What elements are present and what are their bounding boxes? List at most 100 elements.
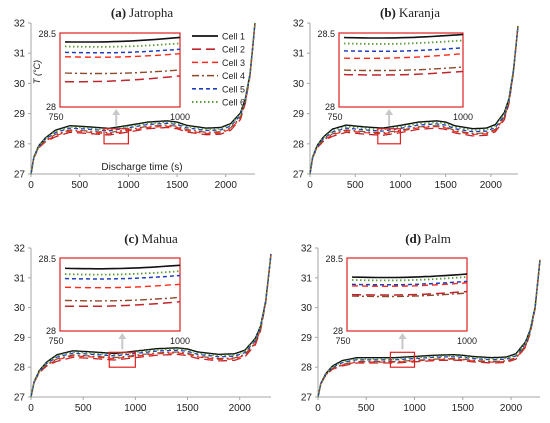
panel-mahua: (c) Mahua 27 28 29 30 31 32 0 500 1000 1500 2000 28.5… [14, 231, 272, 414]
y-tick-label: 27 [301, 393, 313, 404]
y-tick-label: 32 [14, 244, 26, 255]
series-line-cell-5 [309, 25, 519, 175]
panel-letter: (b) [380, 5, 396, 20]
zoom-arrow-head [385, 109, 394, 115]
series-line-cell-4 [30, 253, 272, 398]
series-line-cell-2 [309, 25, 519, 175]
series-line-cell-1 [30, 253, 272, 398]
inset-x-tick-label: 750 [48, 112, 63, 122]
inset-series-line [351, 290, 468, 296]
inset-series-line [343, 47, 464, 53]
series-line-cell-1 [309, 25, 519, 175]
inset-y-tick-label: 28 [333, 326, 343, 336]
inset-series-line [65, 301, 181, 308]
panel-name: Karanja [399, 5, 440, 20]
panel-title: (d) Palm [405, 231, 451, 246]
inset-y-tick-label: 28 [46, 102, 56, 112]
y-tick-label: 30 [301, 303, 313, 314]
panel-letter: (c) [124, 231, 138, 246]
panel-letter: (d) [405, 231, 421, 246]
series-line-cell-5 [317, 259, 541, 398]
y-tick-label: 31 [293, 49, 305, 60]
series-line-cell-3 [30, 22, 256, 175]
y-tick-label: 29 [14, 109, 26, 120]
inset-frame [59, 32, 181, 108]
y-tick-label: 32 [301, 244, 313, 255]
y-tick-label: 31 [14, 49, 26, 60]
y-axis-title: T (°C) [32, 60, 42, 84]
inset-series-line [343, 66, 464, 72]
x-tick-label: 0 [315, 403, 321, 414]
x-tick-label: 1000 [389, 180, 412, 191]
inset-y-tick-label: 28.5 [325, 254, 343, 264]
inset-series-line [64, 296, 181, 302]
panel-letter: (a) [111, 5, 126, 20]
inset-x-tick-label: 750 [48, 336, 63, 346]
x-tick-label: 1500 [166, 180, 189, 191]
inset-series-line [64, 48, 181, 54]
series-line-cell-6 [317, 259, 541, 398]
legend-label: Cell 3 [222, 58, 245, 68]
panel-palm: (d) Palm 27 28 29 30 31 32 0 500 1000 1500 2000 28.5 2… [301, 231, 541, 414]
x-tick-label: 1500 [176, 403, 199, 414]
y-tick-label: 30 [14, 303, 26, 314]
zoom-arrow-head [112, 109, 121, 115]
y-tick-label: 30 [14, 79, 26, 90]
series-line-cell-2 [30, 253, 272, 398]
panel-title: (c) Mahua [124, 231, 178, 246]
legend-label: Cell 6 [222, 98, 245, 108]
zoom-region-box [103, 128, 129, 145]
inset-series-line [65, 36, 181, 43]
panel-name: Mahua [142, 231, 178, 246]
panel-name: Palm [424, 231, 451, 246]
y-tick-label: 32 [293, 19, 305, 30]
inset-series-line [351, 282, 468, 287]
y-tick-label: 27 [14, 393, 26, 404]
x-tick-label: 1000 [117, 180, 140, 191]
series-line-cell-1 [317, 259, 541, 398]
inset-series-line [351, 292, 468, 298]
legend-label: Cell 5 [222, 84, 245, 94]
inset-frame [59, 257, 181, 332]
x-tick-label: 500 [347, 180, 364, 191]
panel-jatropha: (a) Jatropha 27 28 29 30 31 32 0 500 1000 1500 2000 2… [14, 5, 256, 191]
x-tick-label: 2000 [480, 180, 503, 191]
zoom-arrow-head [118, 333, 127, 339]
y-tick-label: 30 [293, 79, 305, 90]
y-tick-label: 29 [293, 109, 305, 120]
x-tick-label: 2000 [215, 180, 238, 191]
x-tick-label: 500 [75, 403, 92, 414]
zoom-region-box [108, 351, 136, 368]
inset-y-tick-label: 28.5 [38, 254, 56, 264]
y-tick-label: 31 [301, 273, 313, 284]
inset-frame [346, 257, 468, 332]
x-tick-label: 500 [358, 403, 375, 414]
series-line-cell-2 [30, 22, 256, 175]
x-tick-label: 500 [71, 180, 88, 191]
inset-x-tick-label: 1000 [170, 336, 190, 346]
series-line-cell-3 [309, 25, 519, 175]
y-tick-label: 32 [14, 19, 26, 30]
series-line-cell-1 [30, 22, 256, 175]
y-tick-label: 28 [14, 363, 26, 374]
zoom-region-box [389, 351, 416, 368]
inset-series-line [351, 273, 468, 279]
y-tick-label: 28 [293, 139, 305, 150]
x-tick-label: 1500 [435, 180, 458, 191]
x-tick-label: 1000 [403, 403, 426, 414]
inset-series-line [64, 53, 181, 58]
panel-karanja: (b) Karanja 27 28 29 30 31 32 0 500 1000 1500 2000 28… [293, 5, 519, 191]
y-tick-label: 27 [293, 170, 305, 181]
inset-y-tick-label: 28.5 [38, 29, 56, 39]
legend-label: Cell 2 [222, 45, 245, 55]
y-tick-label: 27 [14, 170, 26, 181]
series-line-cell-4 [317, 259, 541, 398]
x-tick-label: 2000 [229, 403, 252, 414]
series-line-cell-5 [30, 253, 272, 398]
inset-series-line [64, 69, 181, 75]
y-tick-label: 28 [14, 139, 26, 150]
series-line-cell-4 [30, 22, 256, 175]
zoom-arrow-head [398, 333, 407, 339]
panel-name: Jatropha [129, 5, 173, 20]
